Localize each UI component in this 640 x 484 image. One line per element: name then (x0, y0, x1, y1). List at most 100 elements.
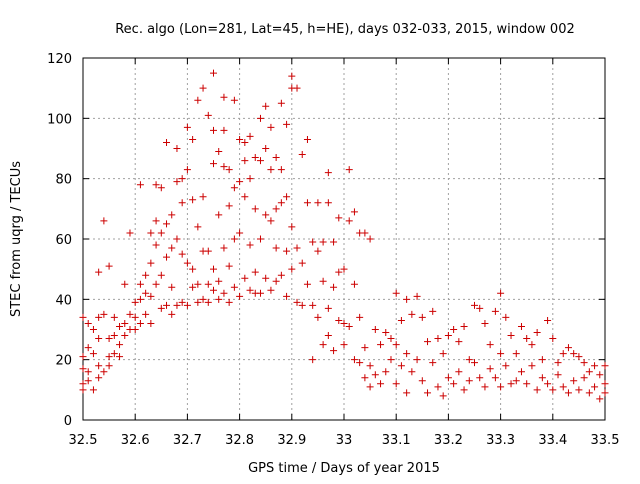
data-point (183, 301, 191, 309)
x-tick-label: 33 (336, 433, 353, 448)
data-point (403, 389, 411, 397)
y-tick-label: 80 (55, 173, 72, 188)
data-point (189, 196, 197, 204)
data-point (262, 211, 270, 219)
data-point (210, 265, 217, 273)
data-point (366, 235, 374, 243)
x-tick-label: 32.6 (121, 433, 150, 448)
data-point (126, 229, 134, 237)
data-point (601, 362, 609, 370)
data-point (580, 374, 588, 382)
data-point (377, 341, 385, 349)
data-point (471, 359, 478, 367)
data-point (163, 301, 171, 309)
data-point (575, 386, 583, 394)
data-point (596, 395, 604, 403)
data-point (256, 289, 264, 297)
data-point (382, 368, 390, 376)
data-point (491, 307, 499, 315)
data-point (319, 277, 327, 285)
data-point (570, 377, 578, 385)
data-point (157, 229, 165, 237)
data-point (210, 286, 217, 294)
data-point (163, 138, 171, 146)
data-point (544, 380, 552, 388)
data-point (330, 238, 338, 246)
data-point (95, 362, 103, 370)
data-point (413, 356, 421, 364)
data-point (147, 259, 155, 267)
data-point (220, 289, 228, 297)
data-point (439, 392, 447, 400)
data-point (424, 389, 432, 397)
data-point (486, 341, 494, 349)
data-point (105, 362, 113, 370)
data-point (89, 350, 97, 358)
data-point (89, 386, 97, 394)
data-point (183, 259, 191, 267)
data-point (204, 111, 212, 119)
data-point (136, 181, 144, 189)
data-points (79, 69, 609, 403)
data-point (210, 126, 217, 134)
data-point (178, 250, 186, 258)
data-point (79, 353, 87, 361)
data-point (491, 374, 499, 382)
data-point (105, 335, 113, 343)
data-point (366, 362, 374, 370)
data-point (512, 377, 520, 385)
data-point (371, 326, 379, 333)
data-point (251, 268, 259, 276)
data-point (204, 298, 212, 306)
data-point (319, 238, 327, 246)
data-point (361, 344, 369, 352)
data-point (392, 380, 400, 388)
data-point (288, 72, 296, 80)
data-point (585, 389, 593, 397)
data-point (330, 347, 338, 355)
data-point (262, 274, 270, 282)
data-point (361, 229, 369, 237)
data-point (356, 359, 364, 367)
data-point (429, 359, 437, 367)
data-point (210, 160, 217, 168)
y-tick-label: 40 (55, 293, 72, 308)
data-point (559, 350, 567, 358)
data-point (173, 301, 181, 309)
data-point (408, 310, 416, 318)
data-point (517, 322, 525, 330)
data-point (340, 319, 348, 327)
data-point (105, 262, 113, 270)
data-point (528, 362, 536, 370)
data-point (236, 229, 244, 237)
data-point (220, 163, 228, 171)
data-point (168, 244, 176, 252)
data-point (298, 151, 306, 159)
data-point (147, 319, 155, 327)
data-point (84, 344, 92, 352)
data-point (471, 301, 478, 309)
data-point (199, 193, 207, 201)
x-tick-label: 33.3 (486, 433, 515, 448)
data-point (575, 353, 583, 361)
data-point (79, 386, 87, 394)
data-point (199, 295, 207, 303)
data-point (439, 350, 447, 358)
data-point (277, 199, 285, 207)
data-point (157, 184, 165, 192)
data-point (152, 217, 160, 225)
data-point (168, 283, 176, 291)
data-point (251, 205, 259, 213)
data-point (303, 280, 311, 288)
data-point (392, 289, 400, 297)
data-point (570, 350, 578, 358)
data-point (377, 380, 385, 388)
data-point (220, 244, 228, 252)
data-point (324, 332, 332, 340)
data-point (403, 350, 411, 358)
data-point (455, 338, 463, 346)
data-point (100, 310, 108, 318)
x-tick-label: 32.8 (225, 433, 254, 448)
data-point (189, 265, 197, 273)
data-point (523, 335, 531, 343)
